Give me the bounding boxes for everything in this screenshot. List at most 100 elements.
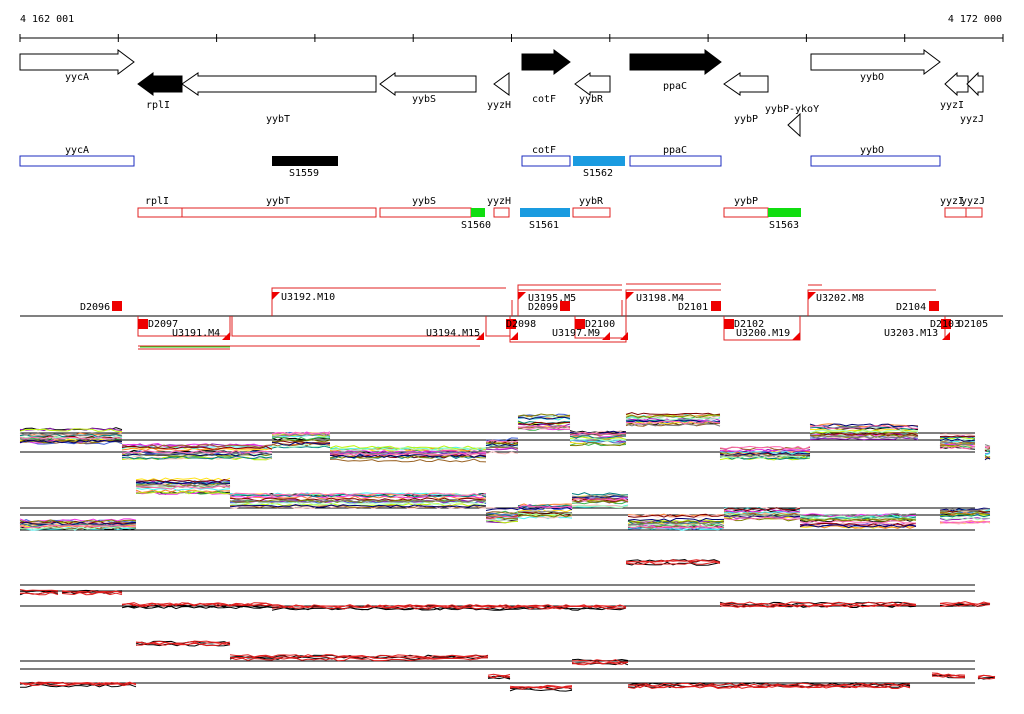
gene-arrow-yybP-ykoY[interactable]: [787, 112, 801, 138]
expression-trace: [984, 444, 991, 447]
expression-trace: [271, 606, 627, 611]
expression-trace: [625, 561, 721, 565]
expression-trace: [627, 514, 725, 518]
expression-trace: [135, 478, 231, 483]
expression-trace: [627, 519, 725, 524]
expression-trace: [19, 436, 123, 440]
segment-label-S1563: S1563: [769, 220, 799, 231]
red-box-yybR[interactable]: [572, 207, 611, 218]
expression-trace: [121, 602, 273, 607]
expression-trace: [627, 526, 725, 531]
expression-trace: [809, 423, 919, 428]
red-box-yyzI[interactable]: [944, 207, 967, 218]
expression-panel-1: [19, 412, 991, 463]
expression-trace: [19, 524, 137, 529]
segment-label-S1562: S1562: [583, 168, 613, 179]
expression-trace: [719, 451, 810, 456]
gene-label-yybP-ykoY: yybP-ykoY: [765, 104, 819, 115]
label-D2104: D2104: [896, 302, 926, 313]
gene-arrow-rplI[interactable]: [137, 72, 183, 96]
red-box-yyzH[interactable]: [493, 207, 510, 218]
marker-D2101[interactable]: [711, 301, 721, 311]
expression-trace: [19, 439, 123, 444]
gene-arrow-yybO[interactable]: [810, 49, 941, 75]
expression-trace: [61, 591, 123, 596]
red-label-yybP: yybP: [734, 196, 758, 207]
red-box-yyzJ[interactable]: [965, 207, 983, 218]
expression-trace: [121, 445, 273, 450]
expression-trace: [627, 522, 725, 527]
segment-S1562[interactable]: [573, 156, 625, 166]
expression-trace: [19, 433, 123, 438]
blue-box-ppaC[interactable]: [629, 155, 722, 167]
gene-label-yybR: yybR: [579, 94, 604, 105]
expression-trace: [271, 604, 627, 609]
segment-S1559[interactable]: [272, 156, 338, 166]
segment-S1561[interactable]: [520, 208, 570, 217]
marker-D2103[interactable]: [941, 319, 951, 329]
expression-trace: [719, 448, 811, 452]
expression-trace: [509, 688, 573, 692]
expression-trace: [939, 433, 976, 437]
gene-arrow-yybS[interactable]: [379, 72, 477, 96]
red-box-yybT[interactable]: [181, 207, 377, 218]
gene-arrow-yybT[interactable]: [181, 72, 377, 96]
expression-trace: [487, 673, 511, 677]
gene-arrow-yyzJ[interactable]: [966, 71, 984, 97]
gene-arrow-yyzI[interactable]: [944, 71, 969, 97]
gene-arrow-ppaC[interactable]: [629, 49, 722, 75]
expression-trace: [135, 490, 231, 495]
expression-trace: [517, 508, 573, 513]
gene-arrow-cotF[interactable]: [521, 49, 571, 75]
blue-box-yybO[interactable]: [810, 155, 941, 167]
label-D2103: D2103: [930, 319, 960, 330]
expression-trace: [229, 499, 487, 504]
expression-trace: [984, 447, 991, 451]
expression-trace: [485, 512, 519, 516]
expression-trace: [571, 658, 629, 662]
upper-transcript-lines: [271, 283, 936, 316]
expression-trace: [719, 453, 811, 458]
marker-D2102[interactable]: [724, 319, 734, 329]
marker-D2097[interactable]: [138, 319, 148, 329]
red-box-yybP[interactable]: [723, 207, 769, 218]
segment-S1560[interactable]: [471, 208, 485, 217]
expression-trace: [517, 512, 573, 516]
gene-arrow-yyzH[interactable]: [493, 72, 510, 96]
expression-trace: [485, 443, 519, 447]
expression-trace: [229, 498, 487, 503]
expression-trace: [517, 504, 573, 508]
label-D2101: D2101: [678, 302, 708, 313]
blue-annotation-row: yycA S1559 cotF S1562 ppaC yybO: [19, 145, 941, 179]
marker-D2104[interactable]: [929, 301, 939, 311]
expression-trace: [329, 452, 487, 457]
segment-label-S1559: S1559: [289, 168, 319, 179]
gene-arrow-yybP[interactable]: [723, 72, 769, 96]
expression-trace: [329, 447, 487, 452]
red-label-yyzH: yyzH: [487, 196, 511, 207]
expression-trace: [939, 443, 976, 447]
expression-trace: [517, 413, 571, 417]
expression-trace: [229, 501, 487, 506]
marker-D2098[interactable]: [506, 319, 516, 329]
expression-trace: [229, 654, 489, 658]
segment-S1563[interactable]: [768, 208, 801, 217]
red-box-yybS[interactable]: [379, 207, 472, 218]
red-box-rplI[interactable]: [137, 207, 183, 218]
expression-trace: [939, 441, 976, 446]
expression-trace: [939, 601, 991, 606]
blue-box-yycA[interactable]: [19, 155, 135, 167]
marker-D2096[interactable]: [112, 301, 122, 311]
expression-trace: [229, 657, 488, 662]
marker-D2099[interactable]: [560, 301, 570, 311]
expression-trace: [271, 437, 331, 441]
label-U3203-M13: U3203.M13: [884, 328, 938, 339]
marker-D2100[interactable]: [575, 319, 585, 329]
blue-box-cotF[interactable]: [521, 155, 571, 167]
expression-trace: [136, 642, 231, 647]
label-U3194-M15: U3194.M15: [426, 328, 480, 339]
gene-arrow-yycA[interactable]: [19, 49, 135, 75]
expression-trace: [121, 451, 272, 456]
gene-arrow-yybR[interactable]: [574, 72, 611, 96]
